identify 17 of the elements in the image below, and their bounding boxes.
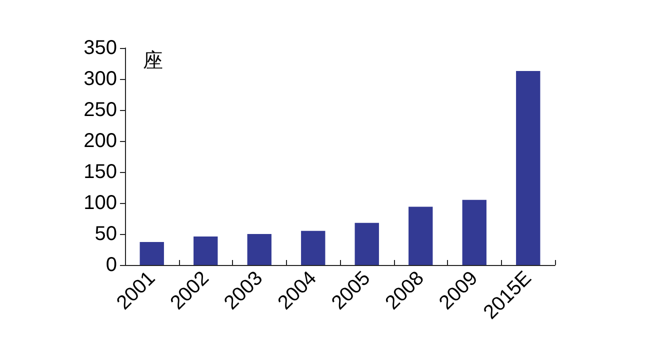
y-tick-label: 300: [84, 68, 117, 90]
y-tick-label: 100: [84, 192, 117, 214]
bar: [516, 70, 540, 265]
bar: [408, 206, 433, 265]
bar: [194, 236, 218, 265]
y-tick-label: 150: [84, 161, 117, 183]
bar: [354, 222, 379, 265]
y-tick-label: 200: [84, 130, 117, 152]
y-tick-label: 250: [84, 99, 117, 121]
y-axis-title: 座: [143, 48, 163, 72]
y-tick-label: 50: [94, 223, 117, 245]
y-tick-label: 350: [84, 37, 117, 59]
bar: [247, 234, 272, 265]
bar: [462, 200, 486, 265]
bar: [301, 230, 326, 265]
y-tick-label: 0: [106, 254, 117, 276]
bar: [140, 242, 164, 265]
